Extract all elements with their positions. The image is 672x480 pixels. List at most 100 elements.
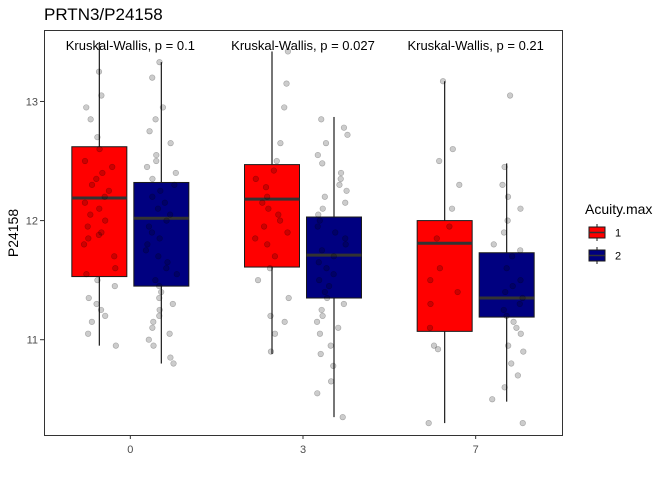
data-point bbox=[446, 223, 453, 230]
data-point bbox=[316, 330, 324, 337]
data-point bbox=[167, 140, 174, 147]
data-point bbox=[277, 140, 284, 147]
data-point bbox=[503, 265, 510, 272]
data-point bbox=[318, 247, 326, 254]
data-point bbox=[427, 277, 434, 284]
data-point bbox=[156, 59, 163, 66]
data-point bbox=[490, 241, 497, 248]
data-point bbox=[500, 306, 507, 314]
data-point bbox=[504, 217, 511, 224]
data-point bbox=[336, 181, 343, 188]
data-point bbox=[505, 342, 512, 349]
data-point bbox=[436, 157, 443, 165]
data-point bbox=[169, 300, 176, 308]
data-point bbox=[252, 235, 259, 242]
data-point bbox=[109, 163, 116, 171]
data-point bbox=[87, 211, 94, 218]
data-point bbox=[155, 253, 162, 260]
data-point bbox=[314, 223, 321, 230]
data-point bbox=[146, 128, 153, 135]
legend-item-2: 2 bbox=[588, 247, 621, 264]
data-point bbox=[265, 205, 272, 212]
data-point bbox=[314, 151, 321, 159]
data-point bbox=[85, 330, 92, 337]
data-point bbox=[321, 288, 328, 296]
data-point bbox=[449, 146, 456, 153]
data-point bbox=[111, 283, 118, 290]
data-point bbox=[448, 205, 456, 212]
data-point bbox=[499, 181, 506, 188]
data-point bbox=[319, 312, 326, 319]
data-point bbox=[267, 312, 274, 319]
data-point bbox=[271, 253, 279, 260]
data-point bbox=[454, 288, 461, 296]
data-point bbox=[98, 92, 105, 99]
data-point bbox=[154, 205, 162, 212]
data-point bbox=[172, 169, 179, 177]
data-point bbox=[517, 205, 524, 212]
box-group-2-7 bbox=[478, 163, 535, 402]
data-point bbox=[94, 134, 101, 141]
data-point bbox=[149, 175, 156, 182]
data-point bbox=[167, 211, 174, 218]
data-point bbox=[283, 80, 290, 87]
data-point bbox=[150, 342, 157, 349]
data-point bbox=[112, 265, 119, 272]
box bbox=[71, 146, 128, 278]
legend-title: Acuity.max bbox=[585, 201, 652, 217]
data-point bbox=[323, 294, 331, 302]
data-point bbox=[319, 205, 326, 212]
data-point bbox=[142, 247, 150, 254]
data-point bbox=[275, 211, 282, 218]
box-group-2-3 bbox=[306, 116, 362, 418]
data-point bbox=[80, 241, 88, 248]
data-point bbox=[144, 241, 151, 248]
kruskal-wallis-annotation: Kruskal-Wallis, p = 0.1 bbox=[66, 38, 195, 53]
data-point bbox=[514, 372, 521, 379]
data-point bbox=[509, 283, 516, 290]
data-point bbox=[145, 223, 153, 230]
data-point bbox=[503, 312, 510, 319]
data-point bbox=[284, 48, 292, 55]
data-point bbox=[259, 199, 266, 206]
data-point bbox=[150, 318, 157, 325]
data-point bbox=[500, 229, 508, 236]
data-point bbox=[105, 187, 112, 194]
data-point bbox=[281, 318, 288, 325]
data-point bbox=[84, 223, 91, 230]
data-point bbox=[506, 92, 514, 99]
data-point bbox=[516, 300, 523, 308]
data-point bbox=[439, 78, 447, 85]
data-point bbox=[98, 229, 105, 236]
data-point bbox=[156, 306, 163, 314]
data-point bbox=[314, 390, 321, 397]
data-point bbox=[158, 288, 165, 296]
data-point bbox=[267, 348, 275, 355]
data-point bbox=[149, 193, 156, 200]
data-point bbox=[164, 259, 171, 266]
data-point bbox=[149, 74, 156, 81]
data-point bbox=[489, 396, 496, 403]
data-point bbox=[254, 277, 262, 284]
box-layer bbox=[71, 41, 535, 424]
data-point bbox=[315, 211, 322, 218]
data-point bbox=[340, 124, 348, 131]
data-point bbox=[520, 348, 527, 355]
y-tick-label: 13 bbox=[26, 96, 38, 108]
data-point bbox=[318, 306, 325, 314]
data-point bbox=[99, 169, 106, 177]
data-point bbox=[318, 116, 325, 123]
data-point bbox=[325, 283, 333, 290]
box bbox=[478, 252, 535, 318]
box-group-1-7 bbox=[416, 81, 473, 424]
data-point bbox=[425, 419, 432, 427]
data-point bbox=[111, 253, 118, 260]
data-point bbox=[153, 151, 160, 159]
data-point bbox=[161, 199, 168, 206]
data-point bbox=[517, 247, 524, 254]
y-tick-label: 12 bbox=[26, 216, 38, 228]
data-point bbox=[502, 288, 509, 296]
data-point bbox=[322, 140, 330, 147]
data-point bbox=[148, 229, 156, 236]
data-point bbox=[519, 294, 526, 302]
